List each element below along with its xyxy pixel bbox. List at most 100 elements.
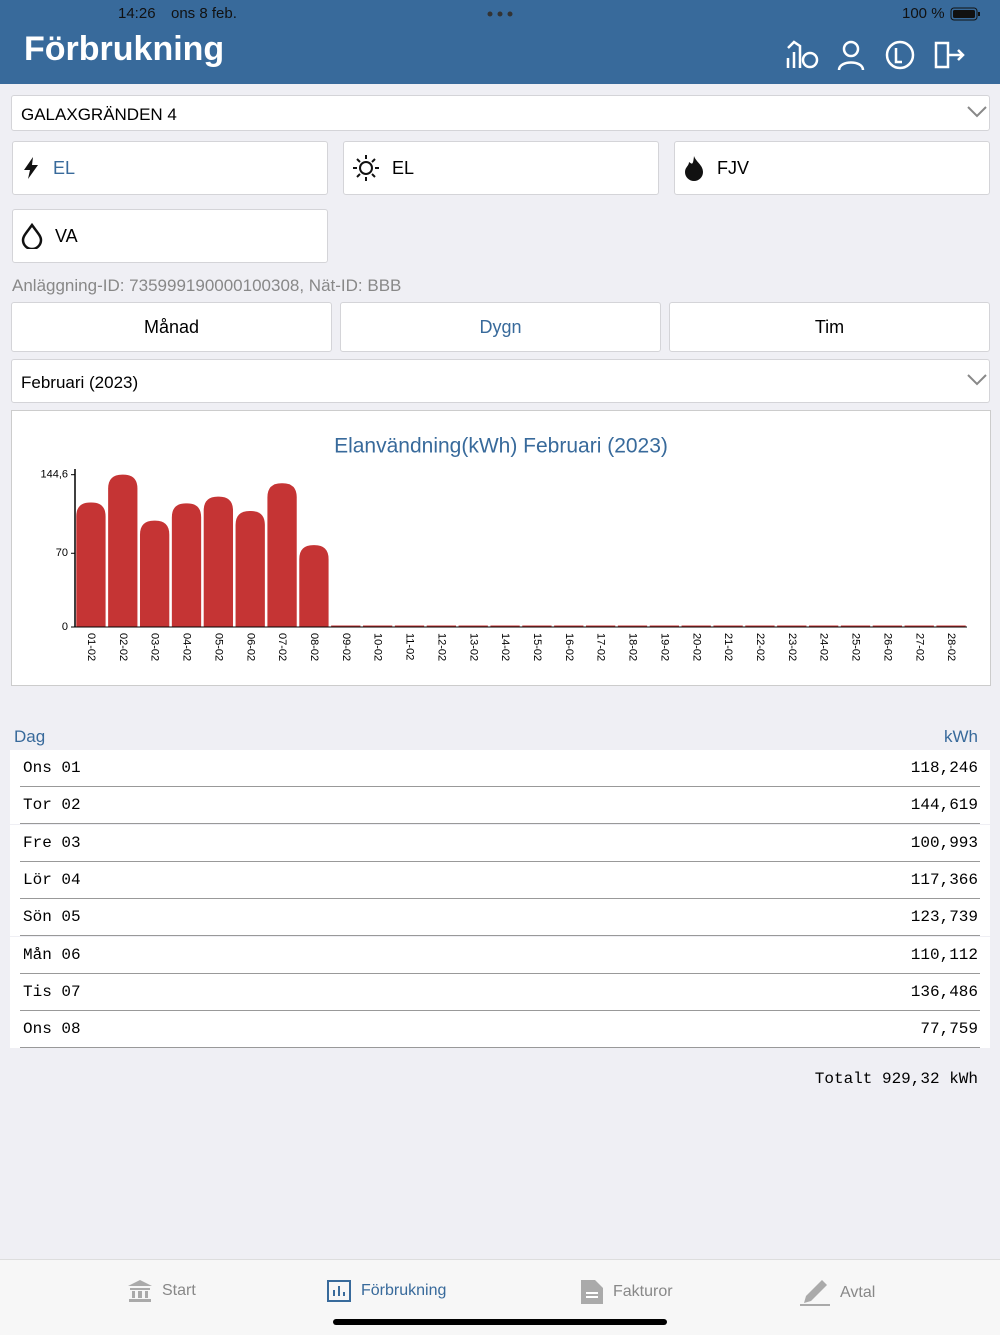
tab-bar: Start Förbrukning Fakturor Avtal <box>0 1259 1000 1335</box>
tab-label: Avtal <box>840 1284 876 1301</box>
x-tick-label: 15-02 <box>531 633 543 661</box>
x-tick-label: 14-02 <box>499 633 511 661</box>
x-tick-label: 09-02 <box>340 633 352 661</box>
table-row: Sön 05 123,739 <box>10 899 990 937</box>
tab[interactable]: Fakturor <box>581 1280 673 1304</box>
x-tick-label: 26-02 <box>881 633 893 661</box>
chevron <box>967 374 987 386</box>
battery-icon <box>950 7 980 21</box>
period-tab[interactable]: Månad <box>11 302 332 352</box>
day-cell: Lör 04 <box>23 870 81 889</box>
x-tick-label: 12-02 <box>435 633 447 661</box>
row-separator <box>20 972 980 974</box>
time: 14:26 <box>118 5 156 22</box>
kwh-cell: 77,759 <box>920 1020 978 1039</box>
period-select[interactable]: Februari (2023) <box>11 359 990 403</box>
table-row: Tor 02 144,619 <box>10 787 990 825</box>
tab-icon <box>800 1280 830 1306</box>
address: GALAXGRÄNDEN 4 <box>21 105 177 124</box>
bar <box>235 511 265 627</box>
kwh-cell: 100,993 <box>910 833 978 852</box>
bolt-icon <box>24 157 38 179</box>
period-label: Februari (2023) <box>21 373 139 392</box>
utility-button[interactable]: FJV <box>674 141 990 195</box>
x-tick-label: 27-02 <box>913 633 925 661</box>
page-title: Förbrukning <box>24 30 225 68</box>
dots <box>487 11 513 17</box>
period-tab-active[interactable]: Dygn <box>340 302 661 352</box>
fire-icon <box>685 156 703 181</box>
x-tick-label: 18-02 <box>627 633 639 661</box>
utility-label: EL <box>53 157 76 178</box>
x-tick-label: 01-02 <box>85 633 97 661</box>
row-separator <box>20 860 980 862</box>
y-tick-label: 0 <box>62 621 68 633</box>
tab-icon <box>327 1280 351 1302</box>
utility-label: VA <box>55 225 78 246</box>
row-separator <box>20 786 980 787</box>
x-tick-label: 17-02 <box>595 633 607 661</box>
chart-title: Elanvändning(kWh) Februari (2023) <box>334 435 668 458</box>
tab-active[interactable]: Förbrukning <box>327 1280 446 1302</box>
top-bar: 14:26 ons 8 feb. 100 % Förbrukning <box>0 0 1000 84</box>
row-separator <box>20 1047 980 1049</box>
tab[interactable]: Start <box>128 1280 196 1302</box>
address-select[interactable]: GALAXGRÄNDEN 4 <box>11 95 990 131</box>
tab[interactable]: Avtal <box>800 1280 875 1306</box>
day-cell: Tor 02 <box>23 796 81 815</box>
x-tick-label: 24-02 <box>818 633 830 661</box>
bar <box>76 502 106 627</box>
facility-info: Anläggning-ID: 735999190000100308, Nät-I… <box>12 276 402 295</box>
kwh-cell: 118,246 <box>910 759 978 777</box>
row-separator <box>20 935 980 937</box>
table-row: Fre 03 100,993 <box>10 824 990 862</box>
x-tick-label: 08-02 <box>308 633 320 661</box>
x-tick-label: 23-02 <box>786 633 798 661</box>
utility-button[interactable]: VA <box>12 209 328 263</box>
bar <box>203 496 234 627</box>
bar <box>171 503 202 627</box>
x-tick-label: 06-02 <box>244 633 256 661</box>
x-tick-label: 28-02 <box>945 633 957 661</box>
x-tick-label: 07-02 <box>276 633 288 661</box>
bar <box>267 483 297 627</box>
row-separator <box>20 1009 980 1011</box>
chart: Elanvändning(kWh) Februari (2023) 0 70 144… <box>11 410 991 686</box>
kwh-cell: 110,112 <box>910 945 978 964</box>
x-tick-label: 22-02 <box>754 633 766 661</box>
row-separator <box>20 897 980 899</box>
table-row: Mån 06 110,112 <box>10 936 990 974</box>
day-cell: Ons 01 <box>23 759 81 777</box>
x-tick-label: 02-02 <box>117 633 129 661</box>
y-tick-label: 144,6 <box>40 469 68 481</box>
utility-label: EL <box>392 157 415 178</box>
y-tick-label: 70 <box>56 547 68 559</box>
table-row: Tis 07 136,486 <box>10 973 990 1011</box>
kwh-cell: 136,486 <box>910 982 978 1001</box>
x-tick-label: 20-02 <box>690 633 702 661</box>
day-cell: Tis 07 <box>23 982 81 1001</box>
day-cell: Sön 05 <box>23 908 81 927</box>
period-tab[interactable]: Tim <box>669 302 990 352</box>
x-tick-label: 13-02 <box>467 633 479 661</box>
kwh-cell: 144,619 <box>910 796 978 815</box>
header-icons[interactable] <box>784 38 968 72</box>
bar <box>299 545 329 627</box>
tab-icon <box>581 1280 603 1304</box>
x-tick-label: 16-02 <box>563 633 575 661</box>
utility-button[interactable]: EL <box>343 141 659 195</box>
kwh-cell: 123,739 <box>910 908 978 927</box>
utility-label: FJV <box>717 157 750 178</box>
table-row: Ons 01 118,246 <box>10 750 990 787</box>
day-cell: Ons 08 <box>23 1020 81 1039</box>
utility-button[interactable]: EL <box>12 141 328 195</box>
sun-icon <box>353 155 379 181</box>
x-tick-label: 21-02 <box>722 633 734 661</box>
tab-icon <box>128 1280 152 1302</box>
table-header: Dag <box>14 727 46 746</box>
tab-label: Start <box>162 1282 196 1299</box>
table-row: Lör 04 117,366 <box>10 861 990 899</box>
date: ons 8 feb. <box>171 5 237 22</box>
tab-label: Fakturor <box>613 1283 673 1300</box>
